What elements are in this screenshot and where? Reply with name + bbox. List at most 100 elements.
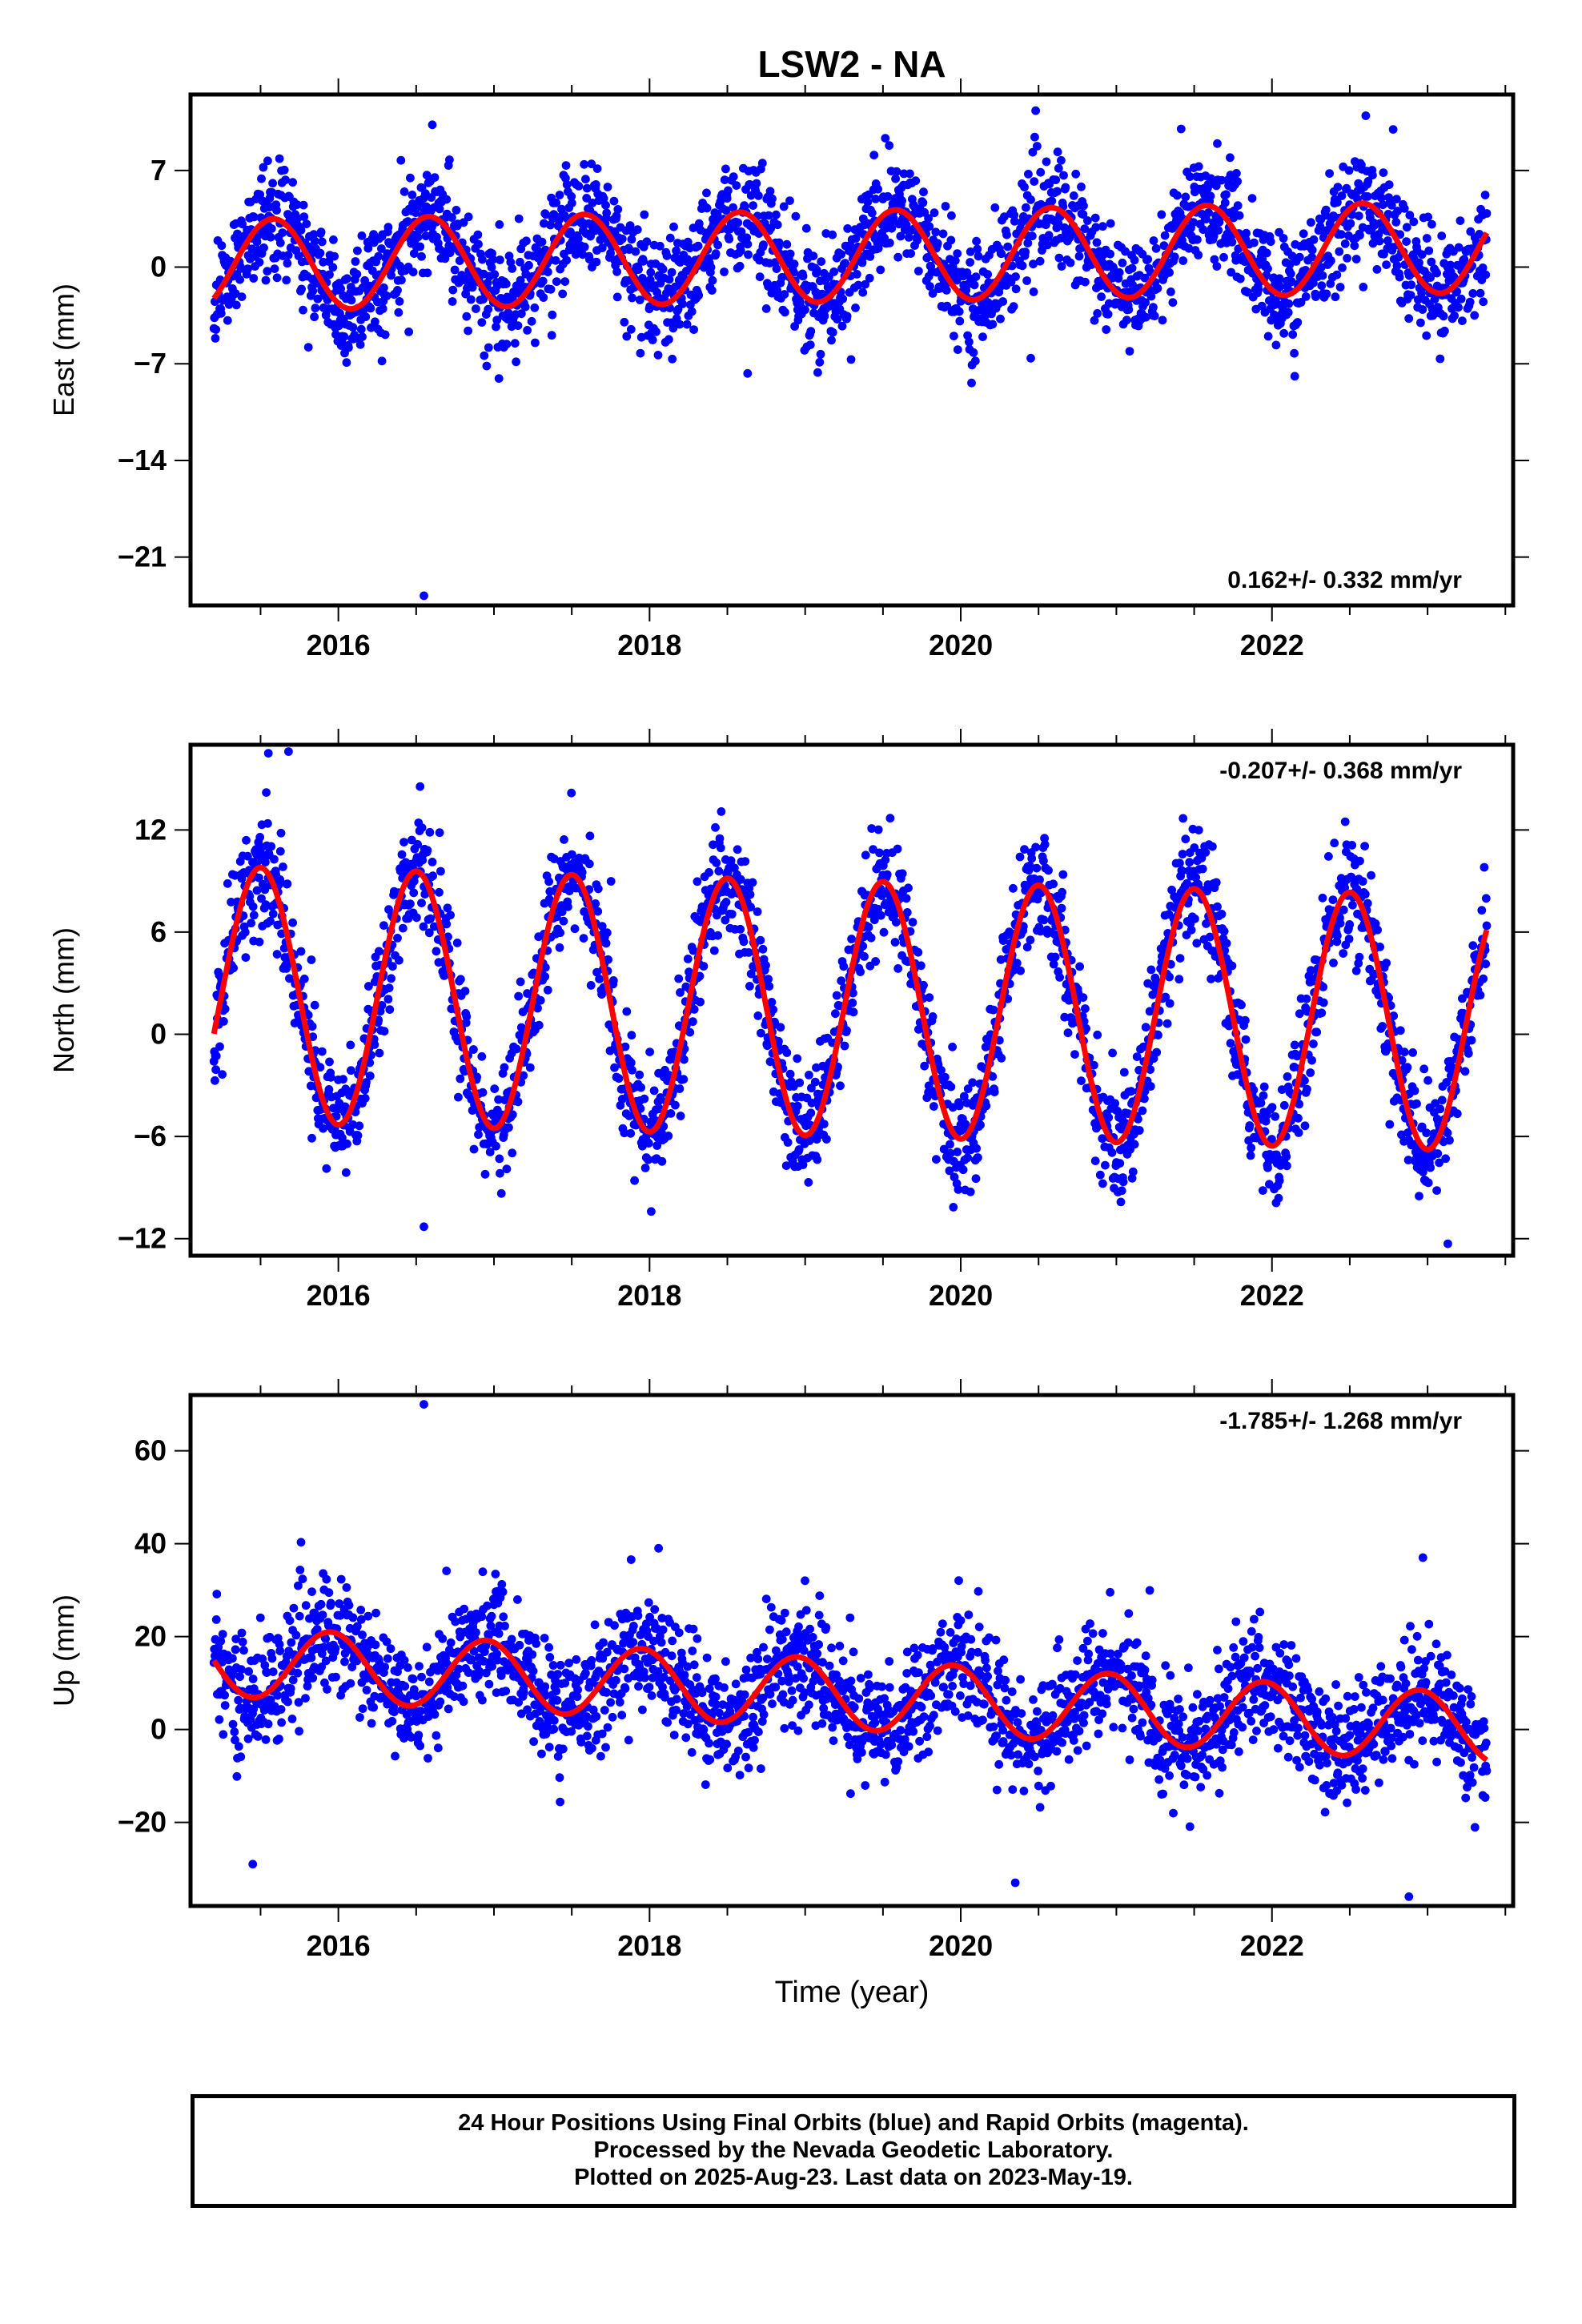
data-point: [966, 258, 974, 267]
data-point: [375, 1048, 384, 1058]
data-point: [440, 971, 449, 980]
data-point: [1044, 231, 1054, 240]
data-point: [1256, 1098, 1266, 1108]
data-point: [469, 1144, 479, 1154]
data-point: [387, 271, 396, 280]
data-point: [567, 199, 576, 207]
data-point: [1246, 1151, 1255, 1160]
data-point: [361, 312, 371, 321]
data-point: [1359, 283, 1368, 292]
data-point: [1189, 218, 1198, 227]
data-point: [582, 183, 592, 193]
data-point: [1330, 838, 1339, 848]
data-point: [1022, 276, 1031, 285]
data-point: [609, 196, 619, 206]
data-point: [1151, 243, 1161, 253]
data-point: [1154, 1031, 1162, 1039]
data-point: [1217, 175, 1227, 185]
data-point: [702, 203, 712, 213]
data-point: [1415, 1192, 1423, 1200]
data-point: [904, 883, 913, 893]
data-point: [1130, 255, 1139, 265]
data-point: [1055, 973, 1064, 982]
data-point: [468, 283, 477, 292]
data-point: [541, 210, 551, 219]
data-point: [628, 293, 636, 303]
data-point: [1152, 1047, 1162, 1057]
data-point: [708, 275, 717, 285]
data-point: [243, 264, 252, 274]
data-point: [211, 1065, 220, 1075]
data-point: [866, 933, 876, 943]
data-point: [1439, 312, 1448, 321]
data-point: [230, 1727, 239, 1737]
velocity-label: 0.162+/- 0.332 mm/yr: [1227, 567, 1462, 593]
data-point: [1222, 939, 1231, 948]
data-point: [385, 1005, 395, 1014]
data-point: [492, 322, 500, 332]
data-point: [996, 314, 1005, 324]
data-point: [606, 877, 616, 886]
data-point: [742, 233, 752, 243]
data-point: [745, 890, 755, 899]
data-point: [1149, 303, 1158, 312]
data-point: [387, 974, 396, 983]
data-point: [339, 332, 349, 341]
data-point: [1331, 292, 1340, 302]
data-point: [1470, 311, 1480, 320]
data-point: [448, 213, 456, 222]
data-point: [755, 272, 765, 282]
data-point: [603, 183, 612, 191]
data-point: [647, 1207, 656, 1216]
data-point: [829, 267, 838, 276]
data-point: [883, 191, 893, 201]
data-point: [513, 321, 523, 330]
data-point: [248, 1675, 258, 1683]
data-point: [1478, 263, 1488, 272]
data-point: [1160, 231, 1170, 240]
data-point: [757, 1028, 765, 1038]
data-point: [261, 858, 270, 866]
data-point: [315, 248, 325, 258]
data-point: [1307, 218, 1315, 227]
data-point: [1452, 287, 1461, 296]
data-point: [404, 217, 412, 226]
data-point: [592, 164, 602, 174]
data-point: [1097, 292, 1106, 301]
data-point: [733, 218, 743, 227]
data-point: [428, 120, 437, 130]
data-point: [252, 886, 262, 895]
data-point: [347, 296, 356, 305]
data-point: [726, 856, 736, 866]
data-point: [1020, 183, 1029, 192]
data-point: [602, 208, 612, 218]
data-point: [1403, 1063, 1412, 1072]
data-point: [1098, 222, 1107, 231]
data-point: [448, 297, 457, 306]
data-point: [1110, 1099, 1120, 1108]
plot-frame: [188, 92, 1516, 608]
data-point: [1344, 935, 1354, 943]
data-point: [508, 1110, 517, 1120]
data-point: [1132, 1052, 1142, 1061]
data-point: [741, 857, 750, 866]
data-point: [1410, 1086, 1419, 1096]
data-point: [779, 202, 789, 211]
data-point: [1288, 330, 1298, 340]
data-point: [1418, 305, 1427, 314]
data-point: [712, 858, 721, 867]
data-point: [1206, 191, 1215, 201]
data-point: [1296, 298, 1306, 307]
data-point: [658, 264, 668, 274]
data-point: [847, 935, 856, 943]
data-point: [317, 237, 327, 247]
data-point: [653, 351, 663, 360]
data-point: [730, 863, 739, 873]
data-point: [891, 174, 900, 183]
data-point: [1328, 895, 1338, 904]
data-point: [555, 943, 564, 952]
data-point: [1081, 1004, 1090, 1013]
data-point: [514, 214, 524, 223]
data-point: [567, 788, 576, 798]
